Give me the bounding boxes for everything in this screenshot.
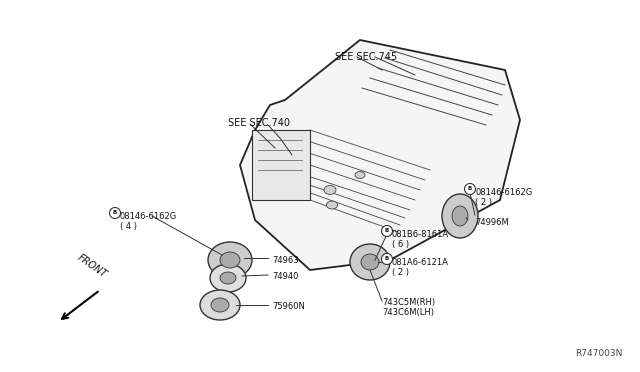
Text: 74963: 74963 [272, 256, 299, 265]
Ellipse shape [208, 242, 252, 278]
Text: 75960N: 75960N [272, 302, 305, 311]
Ellipse shape [220, 272, 236, 284]
Text: FRONT: FRONT [76, 253, 109, 280]
Text: 08146-6162G
( 2 ): 08146-6162G ( 2 ) [475, 188, 532, 208]
Ellipse shape [361, 254, 379, 270]
Text: B: B [468, 186, 472, 192]
Ellipse shape [220, 252, 240, 268]
Ellipse shape [452, 206, 468, 226]
Text: B: B [113, 211, 117, 215]
Text: 74996M: 74996M [475, 218, 509, 227]
Circle shape [465, 183, 476, 195]
Bar [252, 130, 310, 200]
Ellipse shape [442, 194, 478, 238]
Text: 74940: 74940 [272, 272, 298, 281]
Text: 081A6-6121A
( 2 ): 081A6-6121A ( 2 ) [392, 258, 449, 278]
Circle shape [381, 225, 392, 237]
Text: B: B [385, 257, 389, 262]
Text: 081B6-8161A
( 6 ): 081B6-8161A ( 6 ) [392, 230, 449, 249]
Ellipse shape [324, 186, 336, 195]
Ellipse shape [211, 298, 229, 312]
Text: 743C5M(RH)
743C6M(LH): 743C5M(RH) 743C6M(LH) [382, 298, 435, 317]
Ellipse shape [326, 201, 337, 209]
Text: B: B [385, 228, 389, 234]
Ellipse shape [355, 171, 365, 179]
Text: SEE SEC.745: SEE SEC.745 [335, 52, 397, 62]
Polygon shape [240, 40, 520, 270]
Text: 08146-6162G
( 4 ): 08146-6162G ( 4 ) [120, 212, 177, 231]
Circle shape [109, 208, 120, 218]
Ellipse shape [200, 290, 240, 320]
Text: R747003N: R747003N [575, 349, 622, 358]
Text: SEE SEC.740: SEE SEC.740 [228, 118, 290, 128]
Ellipse shape [210, 264, 246, 292]
Circle shape [381, 253, 392, 264]
Ellipse shape [350, 244, 390, 280]
